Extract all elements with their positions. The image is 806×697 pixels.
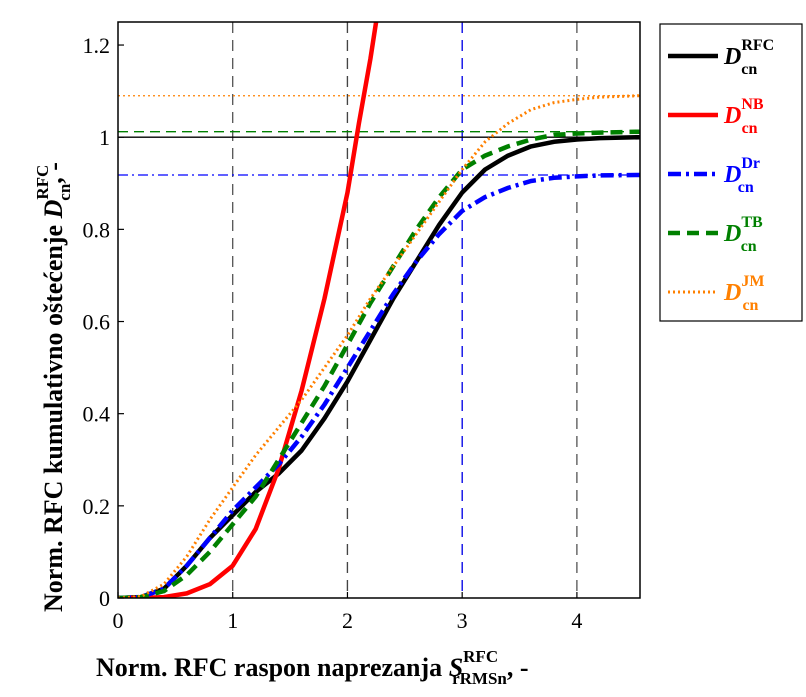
reference-lines	[118, 95, 640, 176]
y-tick-label-0.4: 0.4	[83, 402, 111, 427]
legend: DRFC cn DNB cn DDr cn DTB cn DJM cn	[668, 37, 774, 314]
legend-label-nb: DNB cn	[723, 96, 764, 137]
plot-background	[118, 22, 640, 598]
series-line-rfc	[118, 134, 640, 598]
y-axis-title: Norm. RFC kumulativno oštećenje DRFC cn, …	[33, 162, 74, 612]
y-ticks: 0 0.2 0.4 0.6 0.8 1 1.2	[83, 33, 124, 611]
series-line-tb	[118, 129, 640, 598]
series-line-nb	[118, 22, 379, 598]
y-tick-label-0.2: 0.2	[83, 494, 111, 519]
legend-label-dr: DDr cn	[723, 155, 760, 196]
y-tick-label-0: 0	[99, 586, 110, 611]
plot-frame	[117, 21, 641, 599]
grid-lines	[232, 22, 578, 598]
series-line-jm	[118, 94, 640, 598]
x-tick-label-0: 0	[113, 608, 124, 633]
x-tick-label-3: 3	[457, 608, 468, 633]
x-tick-label-2: 2	[342, 608, 353, 633]
y-tick-label-1.2: 1.2	[83, 33, 111, 58]
y-tick-label-0.8: 0.8	[83, 217, 111, 242]
y-tick-label-1: 1	[99, 125, 110, 150]
series-lines	[118, 22, 640, 598]
x-tick-label-4: 4	[571, 608, 582, 633]
x-axis-title: Norm. RFC raspon naprezanja SRFC rRMSn, -	[96, 647, 529, 688]
legend-box	[659, 23, 803, 322]
y-tick-label-0.6: 0.6	[83, 310, 111, 335]
legend-label-rfc: DRFC cn	[723, 37, 774, 78]
x-tick-label-1: 1	[227, 608, 238, 633]
x-ticks: 0 1 2 3 4	[113, 592, 582, 633]
legend-label-jm: DJM cn	[723, 273, 764, 314]
legend-label-tb: DTB cn	[723, 214, 763, 255]
